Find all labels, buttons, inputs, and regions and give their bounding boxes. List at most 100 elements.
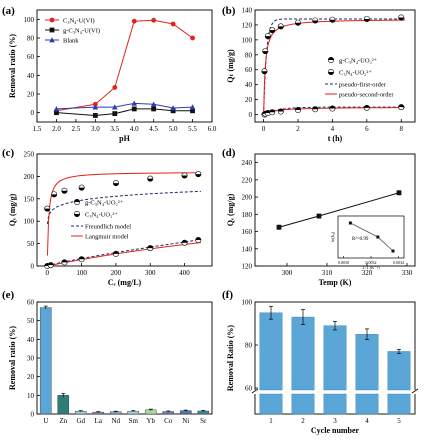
category-label: 4 (365, 417, 369, 425)
legend-label: C₃N₄-U(VI) (63, 18, 95, 25)
category-label: 2 (301, 417, 305, 425)
panel-a: 1.5 2.0 2.5 3.0 3.5 4.0 4.5 5.0 5.5 6.0 0 20 40 60 80 1… (8, 9, 217, 143)
data-point (170, 21, 176, 27)
category-label: Ni (182, 417, 189, 425)
y-axis-label: Removal Ratio (%) (226, 325, 235, 392)
y-tick-label: 240 (242, 159, 253, 167)
category-label: U (43, 417, 48, 425)
inset-plot: 0.0030 0.0032 0.0034 1/T (K⁻¹) ln(k₀) R²=0.99 (330, 215, 405, 270)
bar-lower (259, 393, 283, 415)
data-point-fill (147, 178, 153, 182)
data-point (111, 104, 118, 110)
inset-y-label: ln(k₀) (330, 231, 335, 242)
data-point (316, 213, 322, 219)
panel-d-letter: (d) (222, 147, 236, 159)
data-point-fill (269, 30, 275, 33)
data-point-fill (398, 17, 404, 21)
data-point (151, 106, 157, 112)
y-tick-label: 0 (31, 411, 35, 419)
y-tick-label: 60 (27, 299, 35, 307)
x-tick-label: 330 (402, 269, 413, 277)
inset-annotation: R²=0.99 (352, 236, 369, 242)
legend-marker-fill (74, 199, 80, 202)
x-tick-label: 4.0 (130, 125, 139, 133)
x-tick-label: 0 (262, 125, 266, 133)
panel-d: 300 310 320 330 120 140 160 180 200 220 240 Temp (K… (226, 153, 416, 287)
data-point-fill (262, 51, 269, 54)
bar-upper (323, 325, 347, 391)
y-axis-label: Removal ratio (%) (8, 326, 17, 390)
data-point (112, 85, 118, 90)
data-point (151, 17, 157, 23)
x-axis-label: t (h) (328, 134, 343, 143)
data-point-fill (295, 22, 301, 26)
legend-label: Langmuir model (85, 234, 129, 241)
y-tick-label: 100 (242, 36, 253, 44)
y-tick-label: 150 (24, 195, 35, 203)
axis-break-mark (411, 388, 419, 394)
category-label: Zn (59, 417, 67, 425)
inset-point (376, 235, 380, 239)
x-tick-label: 4 (331, 125, 335, 133)
data-point-fill (78, 256, 85, 260)
data-point-fill (113, 183, 119, 186)
data-point (92, 104, 99, 110)
y-tick-label: 20 (245, 96, 253, 104)
data-point-fill (398, 104, 404, 108)
category-label: La (95, 417, 103, 425)
data-point (170, 105, 176, 111)
fit-curve (46, 190, 201, 225)
data-point (396, 190, 402, 196)
y-tick-label: 100 (24, 218, 35, 226)
data-point (54, 110, 59, 116)
y-tick-label: 50 (27, 240, 35, 248)
bar (39, 307, 52, 415)
legend-label: Freundlich model (85, 224, 131, 231)
data-point-fill (364, 18, 370, 22)
x-tick-label: 400 (179, 269, 190, 277)
bar-upper (259, 312, 283, 391)
category-label: 1 (269, 417, 273, 425)
fit-curve (47, 239, 201, 267)
y-tick-label: 160 (242, 228, 253, 236)
bar-lower (387, 393, 411, 415)
panel-b-letter: (b) (222, 5, 236, 17)
category-label: Nd (111, 417, 120, 425)
axis-break-mark (251, 388, 259, 394)
legend-marker-fill (328, 72, 334, 75)
fit-curve (47, 241, 201, 267)
data-point (190, 108, 195, 114)
data-point (170, 108, 176, 114)
bar-lower (355, 393, 379, 415)
bar-upper (355, 334, 379, 391)
legend-label: g-C₃N₄-U(VI) (63, 28, 100, 35)
bar-upper (291, 316, 315, 391)
plot-frame (254, 9, 416, 123)
y-tick-label: 0 (31, 109, 35, 117)
legend-label: g-C₃N₄-UO₂²⁺ (85, 200, 123, 207)
bar-lower (323, 393, 347, 415)
data-point-fill (312, 106, 318, 110)
data-point-fill (329, 19, 336, 23)
x-tick-label: 3.0 (91, 125, 100, 133)
panel-f-letter: (f) (222, 289, 233, 301)
inset-point (348, 221, 352, 225)
x-axis-label: Temp (K) (319, 278, 352, 287)
fit-curve (46, 172, 201, 256)
category-label: Sm (129, 417, 139, 425)
x-tick-label: 320 (362, 269, 373, 277)
x-tick-label: 100 (76, 269, 87, 277)
y-tick-label: 140 (242, 7, 253, 15)
inset-x-tick-label: 0.0032 (366, 260, 377, 265)
y-tick-label: 10 (27, 392, 35, 400)
data-point (131, 18, 137, 24)
panel-f: 60 80 100 1 2 3 4 5 Cycle number Removal Ratio (%… (226, 299, 419, 435)
x-tick-label: 200 (111, 269, 122, 277)
data-point (112, 111, 118, 116)
y-tick-label: 30 (27, 355, 35, 363)
data-point-fill (181, 240, 188, 243)
plot-frame (36, 153, 213, 267)
data-point-fill (113, 251, 119, 254)
data-point-fill (195, 237, 201, 241)
